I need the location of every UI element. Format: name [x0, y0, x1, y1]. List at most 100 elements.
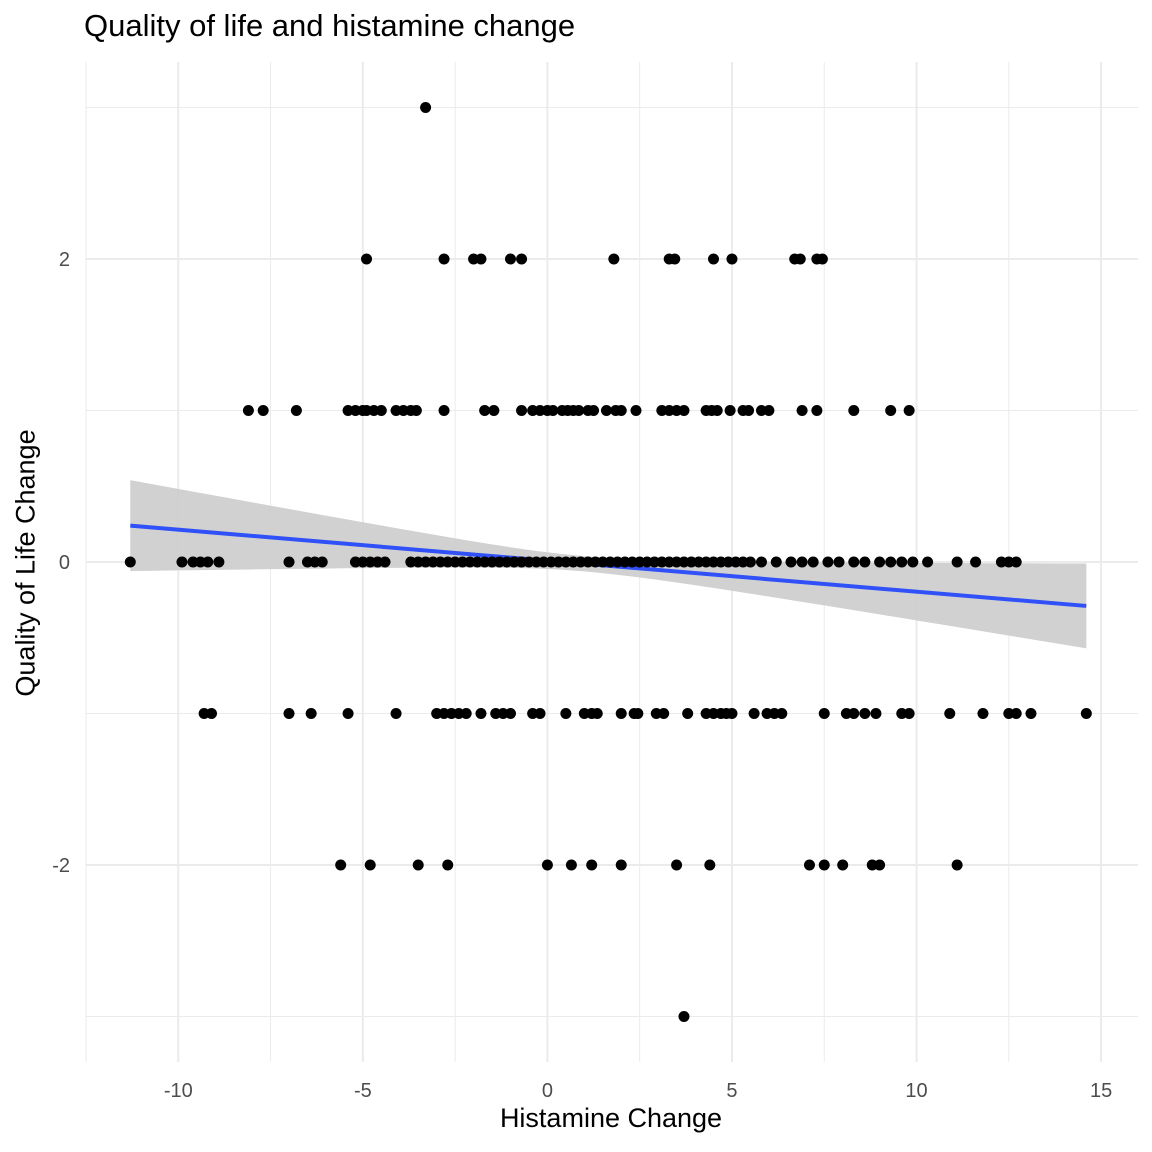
data-point — [202, 556, 214, 568]
y-tick-label: 2 — [59, 249, 70, 271]
data-point — [951, 859, 963, 871]
data-point — [770, 556, 782, 568]
data-point — [671, 859, 683, 871]
data-point — [600, 404, 612, 416]
data-point — [475, 253, 487, 265]
data-point — [442, 859, 454, 871]
data-point — [848, 556, 860, 568]
data-point — [811, 404, 823, 416]
data-point — [420, 101, 432, 113]
data-point — [711, 404, 723, 416]
data-point — [586, 859, 598, 871]
x-axis-label: Histamine Change — [499, 1103, 723, 1133]
data-point — [591, 708, 603, 720]
data-point — [859, 556, 871, 568]
data-point — [726, 708, 738, 720]
data-point — [970, 556, 982, 568]
data-point — [283, 556, 295, 568]
data-point — [283, 708, 295, 720]
y-tick-label: -2 — [52, 855, 70, 877]
y-axis-label: Quality of Life Change — [10, 429, 41, 697]
data-point — [242, 404, 254, 416]
data-point — [885, 404, 897, 416]
data-point — [794, 253, 806, 265]
data-point — [547, 404, 559, 416]
data-point — [361, 253, 373, 265]
data-point — [796, 556, 808, 568]
data-point — [807, 556, 819, 568]
data-point — [977, 708, 989, 720]
data-point — [1025, 708, 1037, 720]
data-point — [763, 404, 775, 416]
data-point — [588, 404, 600, 416]
data-point — [944, 708, 956, 720]
data-point — [859, 708, 871, 720]
data-point — [375, 404, 387, 416]
data-point — [516, 404, 528, 416]
data-point — [608, 253, 620, 265]
data-point — [390, 708, 402, 720]
data-point — [335, 859, 347, 871]
data-point — [615, 859, 627, 871]
data-point — [848, 404, 860, 416]
data-point — [818, 708, 830, 720]
y-axis-ticks: -2 0 2 — [52, 249, 70, 877]
data-point — [379, 556, 391, 568]
x-tick-label: 15 — [1090, 1080, 1112, 1102]
data-point — [488, 404, 500, 416]
data-point — [704, 859, 716, 871]
data-point — [534, 708, 546, 720]
data-point — [874, 556, 886, 568]
data-point — [678, 404, 690, 416]
data-point — [885, 556, 897, 568]
data-point — [475, 708, 487, 720]
data-point — [658, 708, 670, 720]
data-point — [682, 708, 694, 720]
data-point — [615, 404, 627, 416]
chart-title: Quality of life and histamine change — [84, 8, 576, 43]
data-point — [922, 556, 934, 568]
data-point — [1080, 708, 1092, 720]
data-point — [951, 556, 963, 568]
x-tick-label: 5 — [726, 1080, 737, 1102]
data-point — [438, 404, 450, 416]
data-point — [678, 1011, 690, 1023]
data-point — [410, 404, 422, 416]
data-point — [755, 556, 767, 568]
data-point — [744, 556, 756, 568]
data-point — [632, 708, 644, 720]
data-point — [342, 708, 354, 720]
data-point — [870, 708, 882, 720]
data-point — [726, 253, 738, 265]
data-point — [903, 404, 915, 416]
data-point — [257, 404, 269, 416]
data-point — [708, 253, 720, 265]
data-points — [124, 101, 1092, 1023]
data-point — [316, 556, 328, 568]
data-point — [833, 556, 845, 568]
data-point — [504, 708, 516, 720]
data-point — [176, 556, 188, 568]
data-point — [743, 404, 755, 416]
data-point — [874, 859, 886, 871]
data-point — [479, 404, 491, 416]
data-point — [615, 708, 627, 720]
data-point — [818, 859, 830, 871]
data-point — [412, 859, 424, 871]
data-point — [124, 556, 136, 568]
data-point — [560, 708, 572, 720]
data-point — [848, 708, 860, 720]
data-point — [630, 404, 642, 416]
data-point — [669, 253, 681, 265]
data-point — [460, 708, 472, 720]
data-point — [541, 859, 553, 871]
data-point — [1010, 708, 1022, 720]
data-point — [803, 859, 815, 871]
x-tick-label: -5 — [354, 1080, 372, 1102]
data-point — [516, 253, 528, 265]
x-axis-ticks: -10 -5 0 5 10 15 — [164, 1080, 1112, 1102]
data-point — [573, 404, 585, 416]
data-point — [1010, 556, 1022, 568]
data-point — [816, 253, 828, 265]
